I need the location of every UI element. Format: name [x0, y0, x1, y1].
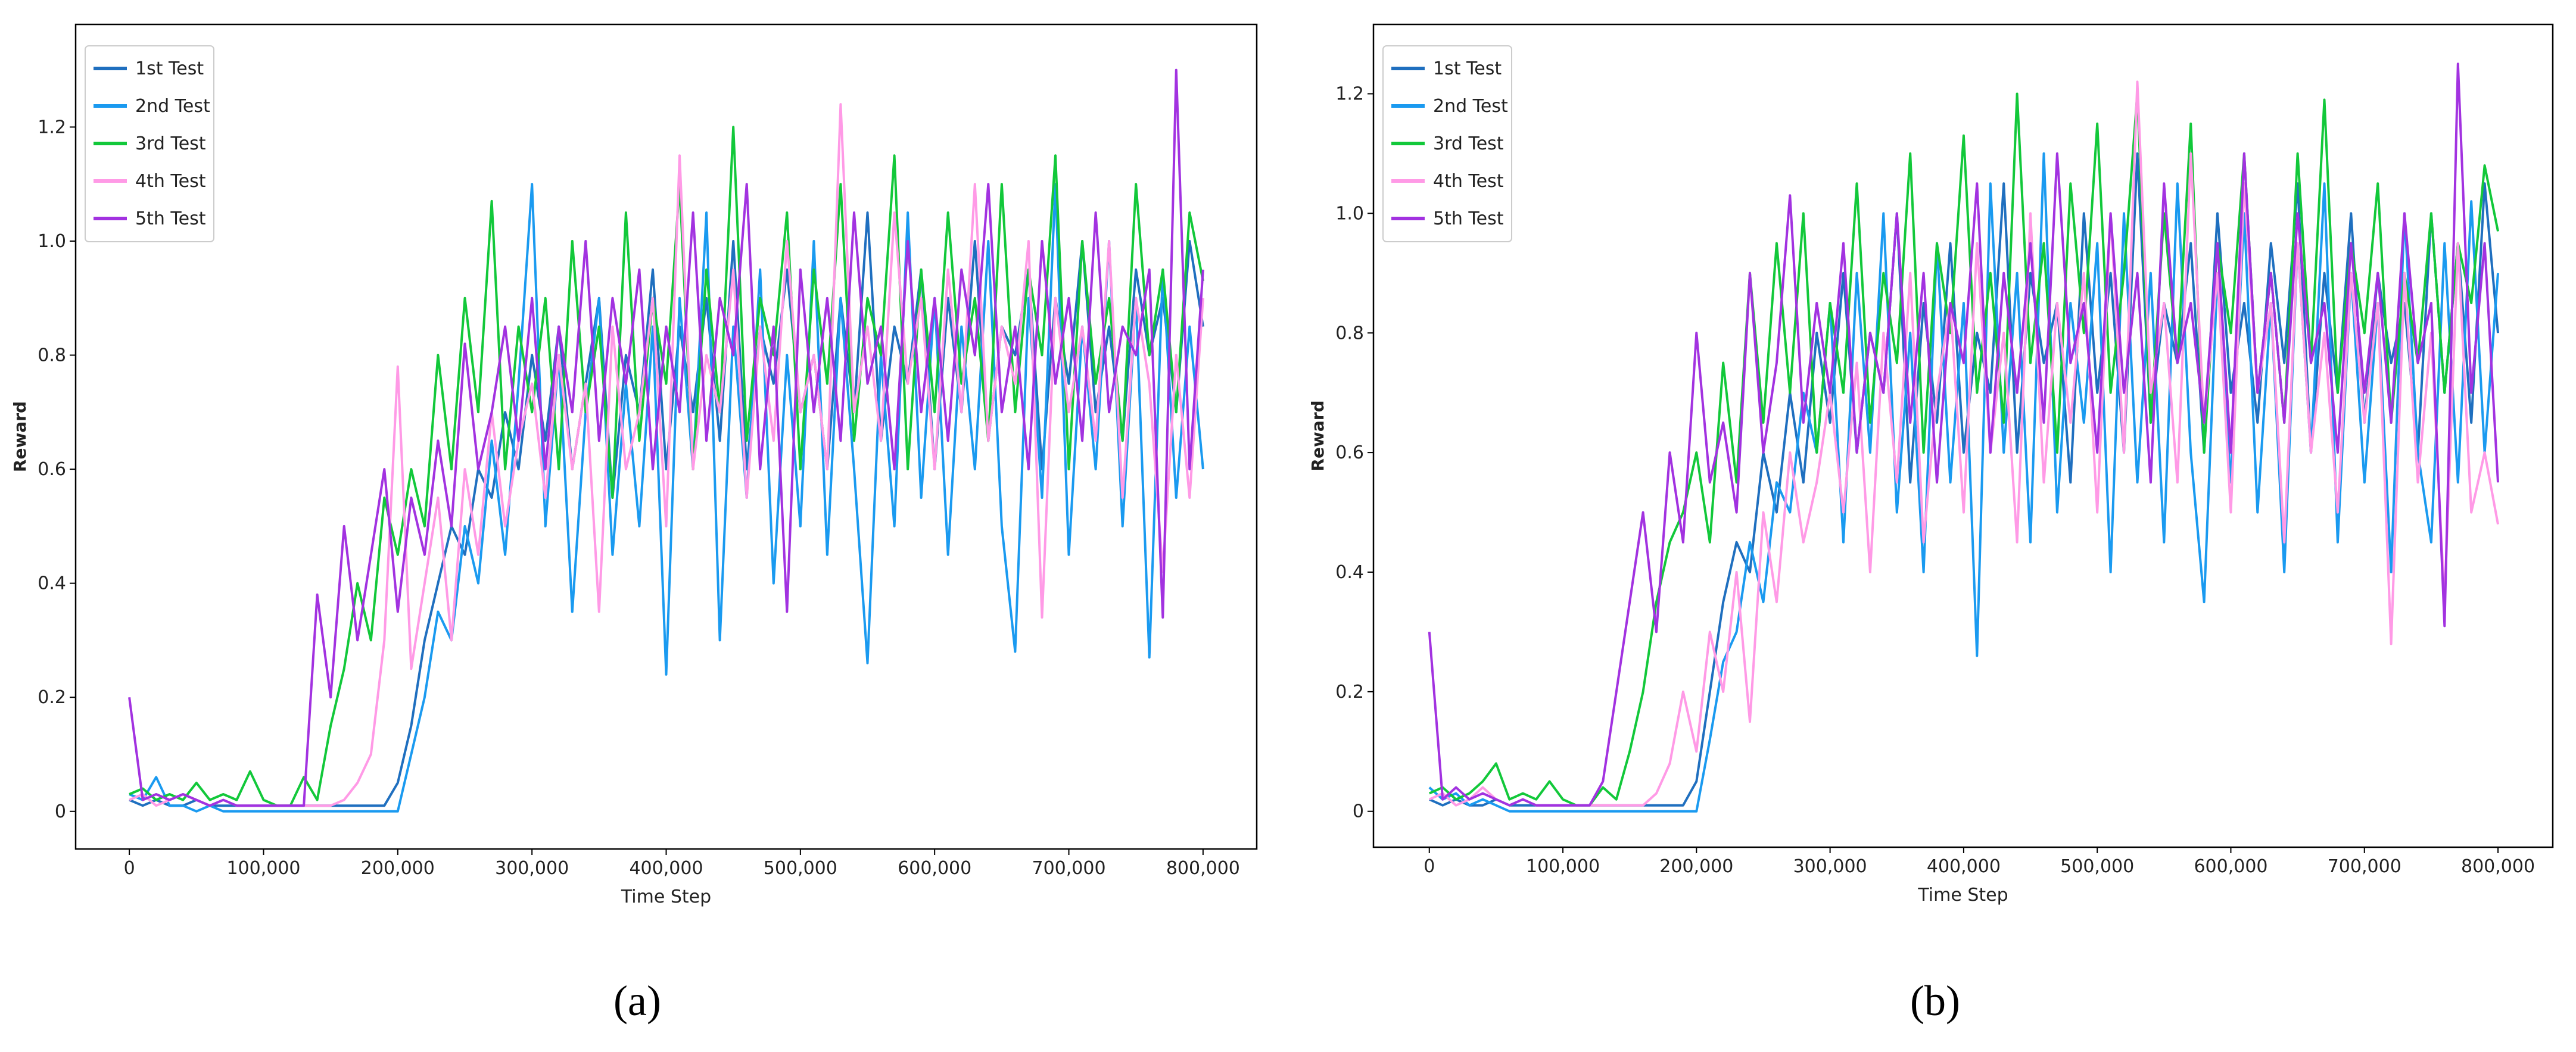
x-tick-label: 400,000 — [629, 858, 703, 879]
data-line — [1428, 152, 2499, 813]
legend-label: 5th Test — [135, 208, 206, 229]
x-tick-label: 400,000 — [1927, 856, 2001, 877]
x-tick-label: 500,000 — [2060, 856, 2134, 877]
y-tick-label: 0.8 — [38, 345, 66, 366]
x-tick-label: 300,000 — [1793, 856, 1867, 877]
x-tick-label: 200,000 — [361, 858, 435, 879]
legend-label: 3rd Test — [1433, 133, 1504, 154]
x-tick-label: 700,000 — [1032, 858, 1105, 879]
legend-box — [85, 45, 214, 242]
x-tick-label: 0 — [124, 858, 135, 879]
plot-area — [128, 68, 1204, 813]
caption: (b) — [1910, 977, 1960, 1025]
y-tick-label: 0.6 — [1335, 442, 1364, 463]
caption: (a) — [613, 977, 661, 1025]
legend-label: 2nd Test — [1433, 96, 1508, 117]
axes-frame — [1372, 23, 2554, 848]
x-tick-label: 0 — [1424, 856, 1435, 877]
legend-label: 1st Test — [135, 58, 204, 79]
y-tick-label: 1.2 — [1335, 84, 1364, 105]
data-line — [1428, 152, 2499, 807]
legend-label: 1st Test — [1433, 58, 1502, 79]
data-line — [128, 68, 1204, 807]
x-tick-label: 100,000 — [1526, 856, 1600, 877]
data-line — [1428, 80, 2499, 807]
legend-label: 3rd Test — [135, 133, 206, 154]
y-tick-label: 1.2 — [38, 117, 66, 138]
x-tick-label: 700,000 — [2328, 856, 2401, 877]
x-tick-label: 800,000 — [2461, 856, 2535, 877]
legend-box — [1382, 45, 1512, 242]
y-axis-label: Reward — [1308, 400, 1328, 471]
y-tick-label: 0 — [1353, 801, 1364, 822]
axes-frame — [74, 23, 1258, 850]
y-tick-label: 0.8 — [1335, 323, 1364, 344]
data-line — [1428, 63, 2499, 807]
x-tick-label: 500,000 — [764, 858, 837, 879]
y-axis-label: Reward — [10, 401, 30, 472]
data-line — [129, 126, 1204, 807]
chart-panel: 0 100,000 200,000 300,000 400,000 500,000 600,… — [1308, 23, 2554, 1025]
y-tick-label: 0.4 — [38, 573, 66, 594]
legend-label: 4th Test — [1433, 171, 1504, 192]
y-tick-label: 0.4 — [1335, 562, 1364, 583]
data-line — [1428, 92, 2499, 807]
x-axis-label: Time Step — [1917, 885, 2008, 906]
x-tick-label: 600,000 — [2194, 856, 2267, 877]
x-axis-label: Time Step — [621, 886, 711, 907]
y-tick-label: 0 — [55, 801, 66, 822]
legend-label: 5th Test — [1433, 208, 1504, 229]
data-line — [129, 103, 1204, 807]
y-tick-label: 1.0 — [1335, 203, 1364, 224]
plot-area — [1428, 63, 2499, 813]
y-tick-label: 1.0 — [38, 231, 66, 252]
x-tick-label: 200,000 — [1659, 856, 1733, 877]
legend-label: 2nd Test — [135, 96, 210, 117]
x-tick-label: 800,000 — [1166, 858, 1240, 879]
y-tick-label: 0.2 — [1335, 682, 1364, 703]
x-tick-label: 100,000 — [226, 858, 300, 879]
y-tick-label: 0.2 — [38, 687, 66, 708]
y-tick-label: 0.6 — [38, 459, 66, 480]
x-tick-label: 300,000 — [495, 858, 569, 879]
chart-panel: 0 100,000 200,000 300,000 400,000 500,000 600,… — [10, 23, 1258, 1025]
legend-label: 4th Test — [135, 171, 206, 192]
x-tick-label: 600,000 — [898, 858, 971, 879]
